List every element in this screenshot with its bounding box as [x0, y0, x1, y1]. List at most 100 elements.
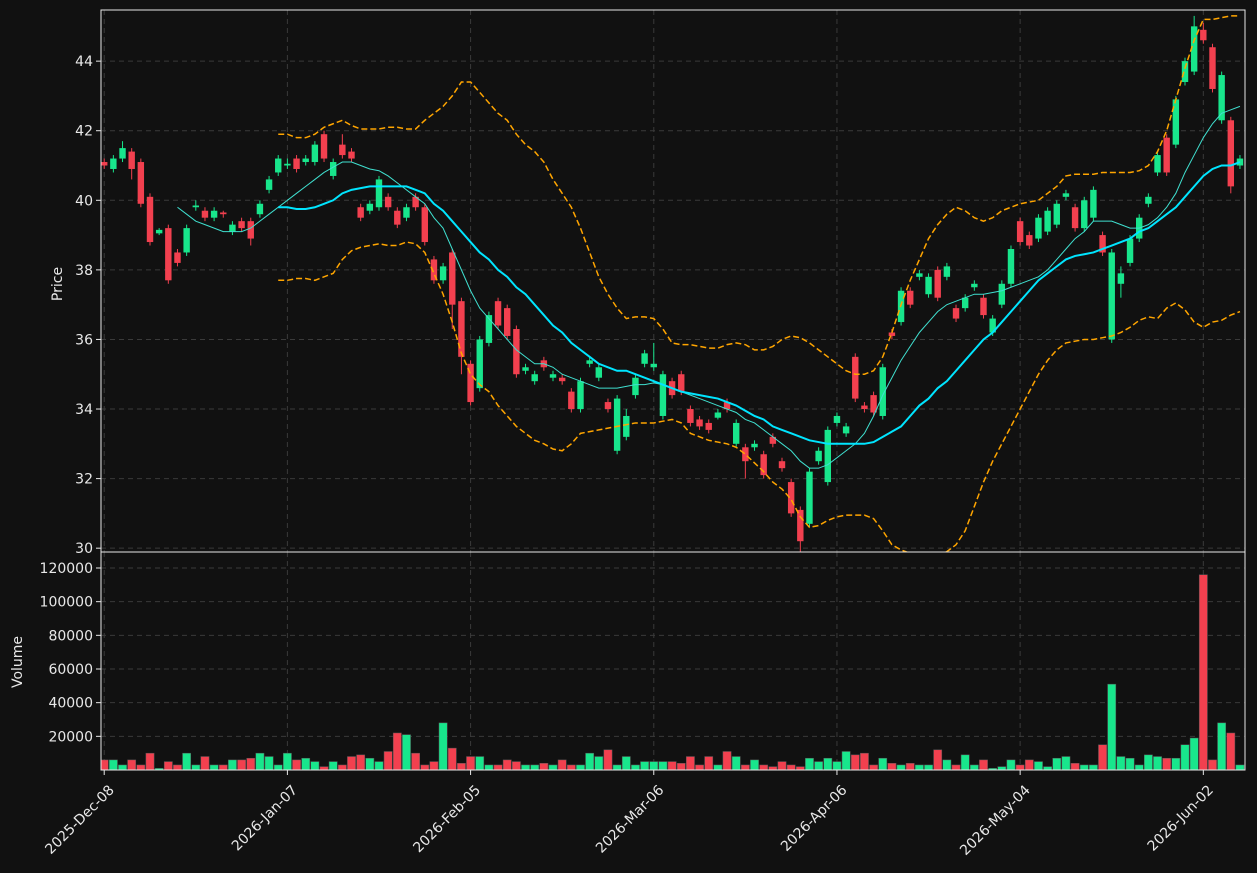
- volume-bar: [402, 734, 411, 770]
- candle-body: [110, 158, 117, 169]
- candle-body: [430, 259, 438, 281]
- volume-bar: [1052, 757, 1062, 770]
- volume-bar: [548, 764, 558, 770]
- volume-bar: [1226, 732, 1236, 770]
- candle-body: [1117, 273, 1125, 284]
- candle-body: [870, 395, 877, 413]
- volume-bar: [365, 757, 375, 770]
- candle-body: [494, 301, 502, 326]
- volume-bar: [466, 756, 475, 770]
- volume-bar: [1217, 722, 1227, 770]
- volume-bars: [101, 574, 1245, 770]
- candle-body: [458, 301, 465, 357]
- candle-body: [247, 221, 254, 239]
- candle-body: [888, 332, 896, 336]
- volume-bar: [557, 759, 567, 770]
- volume-bar: [1034, 761, 1043, 770]
- volume-tick-label: 120000: [40, 561, 93, 577]
- volume-bar: [145, 752, 155, 770]
- candle-body: [641, 353, 648, 364]
- candle-body: [119, 148, 126, 159]
- volume-bar: [667, 761, 677, 770]
- candle-body: [375, 179, 383, 208]
- candle-body: [998, 283, 1006, 305]
- candle-body: [329, 162, 337, 176]
- candle-body: [961, 297, 969, 309]
- candle-body: [366, 203, 374, 211]
- candle-body: [696, 419, 703, 427]
- volume-bar: [136, 764, 146, 770]
- volume-bar: [493, 764, 503, 770]
- volume-bar: [1235, 764, 1245, 770]
- candle-body: [101, 162, 108, 166]
- volume-bar: [512, 761, 521, 770]
- volume-bar: [521, 764, 530, 770]
- candle-body: [1172, 99, 1180, 145]
- volume-bar: [457, 763, 466, 770]
- candle-body: [787, 482, 795, 514]
- candle-body: [971, 283, 978, 288]
- volume-bar: [383, 751, 393, 770]
- candle-body: [1163, 137, 1170, 173]
- volume-bar: [786, 764, 796, 770]
- candle-body: [586, 360, 593, 364]
- candle-body: [256, 203, 264, 215]
- volume-bar: [631, 764, 640, 770]
- volume-tick-label: 80000: [48, 628, 93, 644]
- volume-bar: [640, 761, 649, 770]
- candle-body: [943, 266, 951, 277]
- volume-bar: [1043, 766, 1052, 770]
- volume-bar: [704, 756, 714, 770]
- grid: [101, 10, 1245, 770]
- volume-bar: [722, 751, 732, 770]
- volume-bar: [1153, 756, 1162, 770]
- candle-body: [265, 179, 273, 190]
- candle-body: [467, 363, 474, 403]
- candle-body: [925, 276, 932, 295]
- candle-body: [302, 158, 309, 163]
- candle-body: [174, 252, 181, 263]
- candle-body: [577, 381, 584, 410]
- candle-body: [1026, 235, 1033, 246]
- volume-bar: [1134, 764, 1144, 770]
- candle-body: [403, 207, 410, 218]
- volume-bar: [392, 732, 402, 770]
- candle-body: [705, 422, 712, 430]
- candle-body: [980, 297, 987, 316]
- volume-bar: [283, 752, 292, 770]
- candle-body: [165, 228, 172, 281]
- volume-bar: [301, 757, 311, 770]
- candle-body: [797, 509, 804, 542]
- volume-bar: [1107, 683, 1117, 770]
- volume-bar: [566, 764, 576, 770]
- candle-body: [1035, 217, 1042, 239]
- volume-tick-label: 60000: [48, 662, 93, 678]
- candle-body: [284, 163, 291, 166]
- volume-bar: [411, 752, 420, 770]
- candle-body: [934, 269, 941, 298]
- candle-body: [659, 374, 667, 416]
- volume-bar: [979, 759, 988, 770]
- volume-bar: [878, 757, 888, 770]
- candle-body: [384, 196, 392, 208]
- volume-bar: [530, 764, 540, 770]
- candle-body: [531, 374, 538, 382]
- candle-body: [1218, 75, 1225, 121]
- candle-body: [1154, 155, 1161, 173]
- volume-bar: [182, 752, 192, 770]
- volume-bar: [997, 766, 1007, 770]
- candle-body: [815, 450, 822, 462]
- volume-bar: [264, 756, 274, 770]
- candle-body: [769, 436, 777, 444]
- candle-body: [293, 158, 300, 169]
- candle-body: [311, 144, 319, 163]
- volume-bar: [502, 759, 512, 770]
- volume-bar: [319, 766, 329, 770]
- candle-body: [613, 398, 621, 451]
- volume-panel-frame: [100, 551, 1246, 771]
- volume-bar: [191, 764, 201, 770]
- volume-bar: [108, 759, 118, 770]
- candle-body: [678, 374, 685, 392]
- candle-body: [210, 210, 218, 218]
- candle-body: [1145, 196, 1152, 204]
